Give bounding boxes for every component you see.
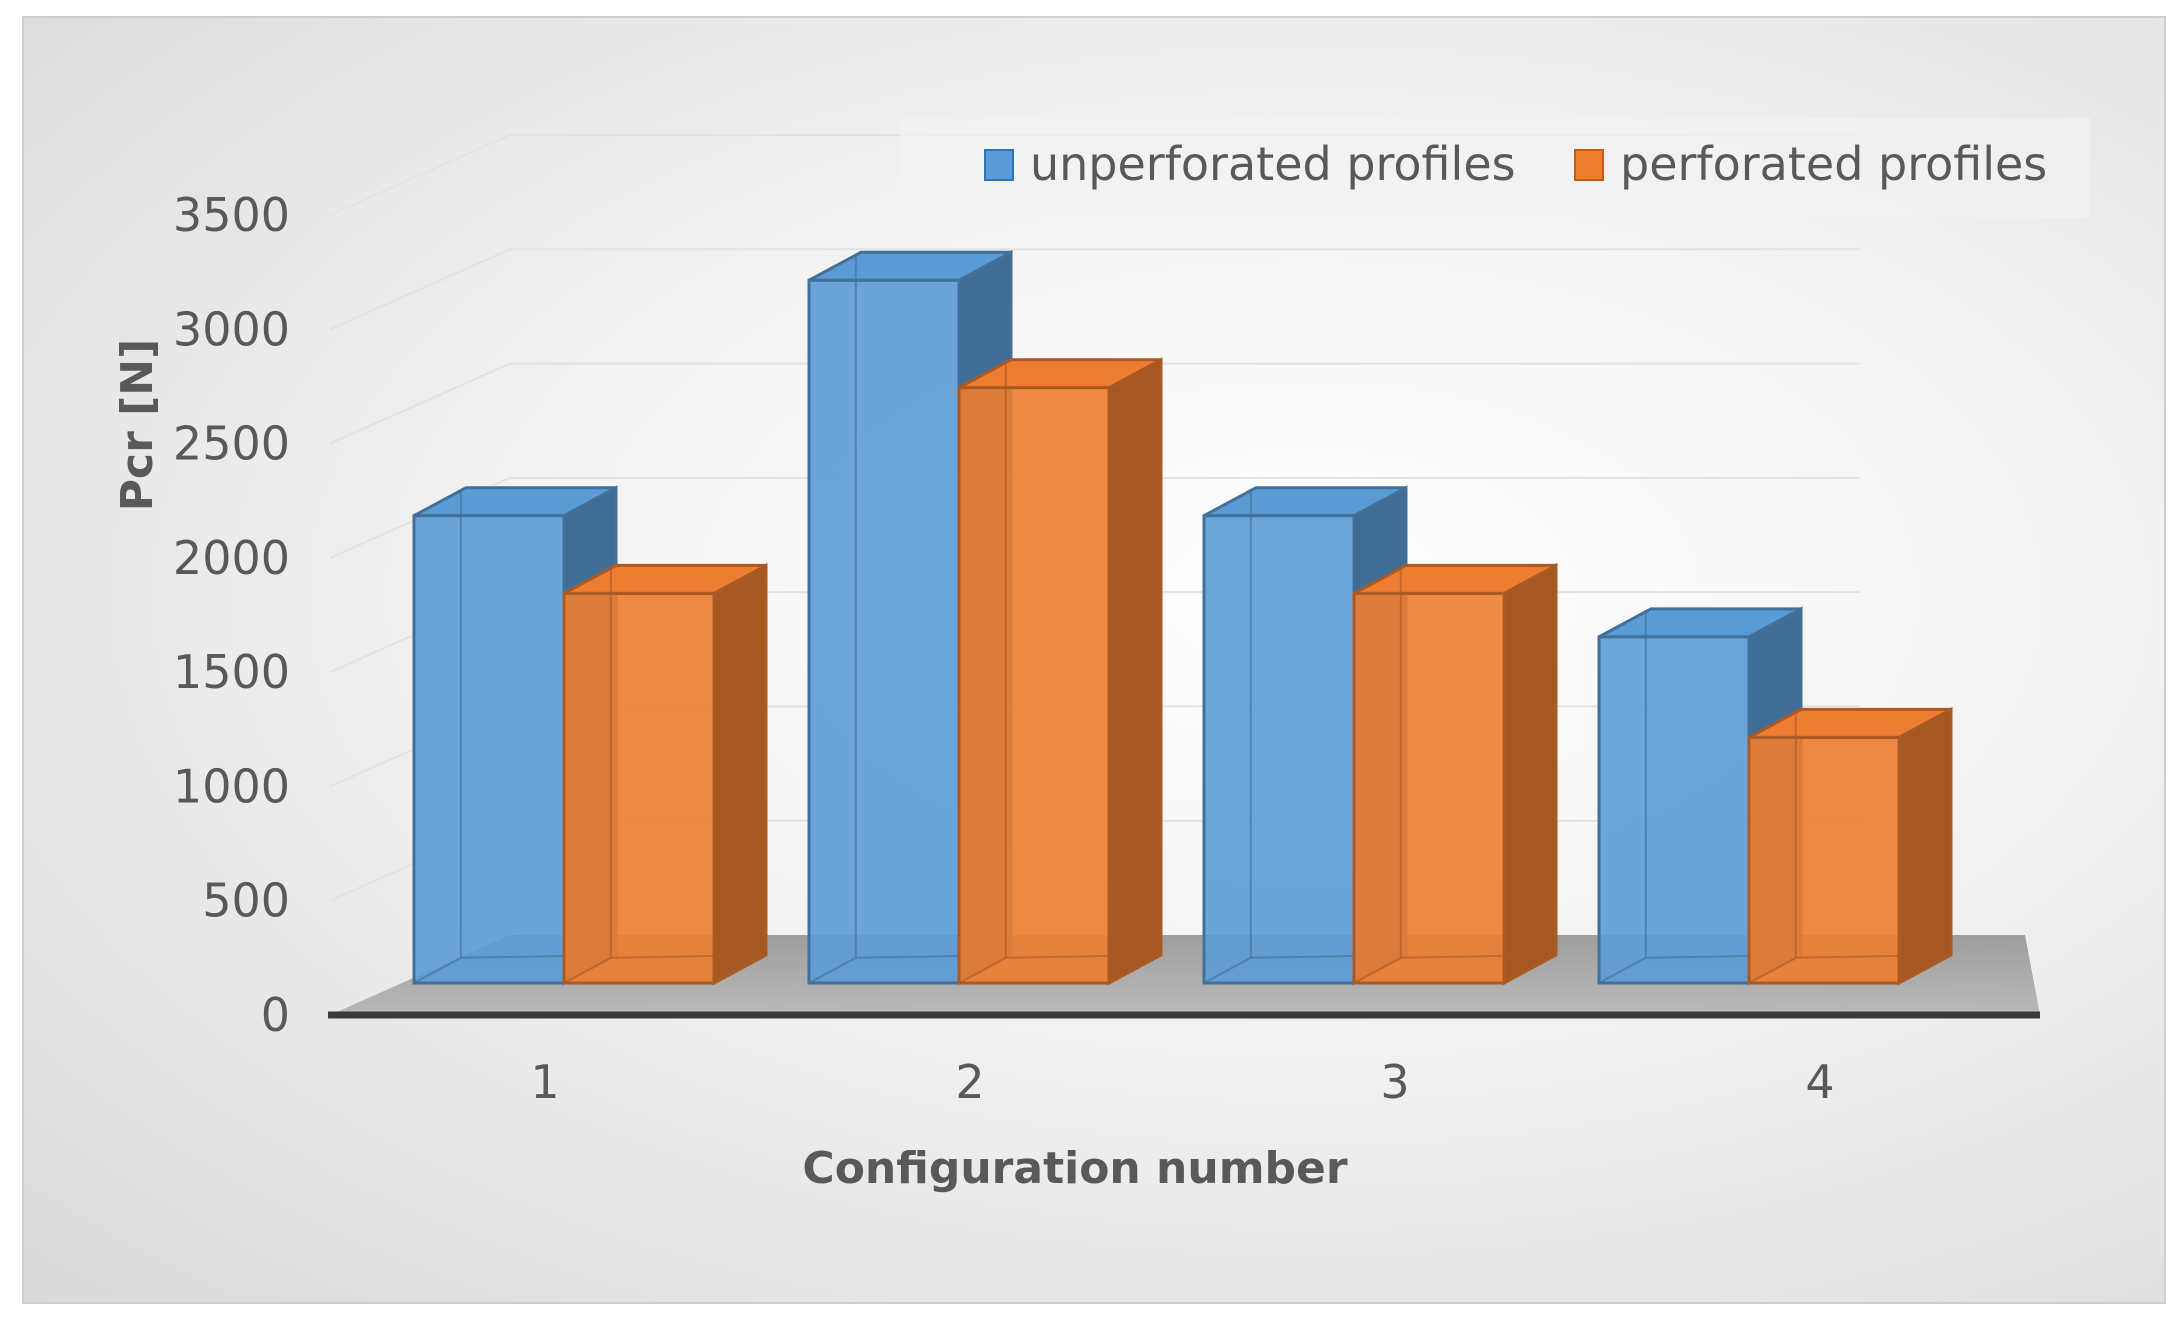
legend-background — [900, 118, 2090, 218]
bar-edge — [1005, 954, 1162, 959]
bar-front — [1352, 591, 1506, 985]
x-tick-label: 1 — [530, 1055, 559, 1109]
bars — [412, 249, 1953, 986]
bar-front — [807, 278, 961, 985]
gridline — [329, 248, 1860, 331]
bar-front — [1747, 735, 1901, 985]
y-tick-label: 2500 — [173, 417, 290, 471]
bar — [1747, 706, 1953, 986]
gridline — [329, 476, 1860, 559]
x-axis-title: Configuration number — [802, 1143, 1347, 1194]
bar-edge — [1400, 954, 1557, 959]
bar-front — [1597, 635, 1751, 985]
y-tick-label: 1000 — [173, 759, 290, 813]
bar-edge — [1795, 954, 1952, 959]
y-axis-title: Pcr [N] — [112, 339, 163, 511]
y-tick-label: 3500 — [173, 188, 290, 242]
bar-front — [1202, 514, 1356, 985]
y-tick-label: 1500 — [173, 645, 290, 699]
y-tick-label: 0 — [261, 988, 290, 1042]
bar — [957, 357, 1163, 986]
x-axis-ticks: 1 2 3 4 — [530, 1055, 1834, 1109]
legend-label-unperforated: unperforated profiles — [1030, 137, 1516, 191]
x-tick-label: 4 — [1805, 1055, 1834, 1109]
bar — [1352, 562, 1558, 986]
bar-side — [1107, 357, 1163, 986]
bar-side — [1897, 706, 1953, 986]
bar-front — [957, 386, 1111, 985]
bar-side — [712, 562, 768, 986]
y-tick-label: 500 — [202, 874, 290, 928]
legend-label-perforated: perforated profiles — [1620, 137, 2047, 191]
x-tick-label: 3 — [1380, 1055, 1409, 1109]
bar-edge — [610, 954, 767, 959]
bar-front — [412, 514, 566, 985]
y-axis-ticks: 0 500 1000 1500 2000 2500 3000 3500 — [173, 188, 290, 1042]
bar — [562, 562, 768, 986]
y-tick-label: 2000 — [173, 531, 290, 585]
x-tick-label: 2 — [955, 1055, 984, 1109]
bar-front — [562, 591, 716, 985]
gridline — [329, 362, 1860, 445]
legend: unperforated profiles perforated profile… — [900, 118, 2090, 218]
bar-side — [1502, 562, 1558, 986]
legend-swatch-perforated — [1574, 149, 1604, 181]
y-tick-label: 3000 — [173, 302, 290, 356]
legend-swatch-unperforated — [984, 149, 1014, 181]
